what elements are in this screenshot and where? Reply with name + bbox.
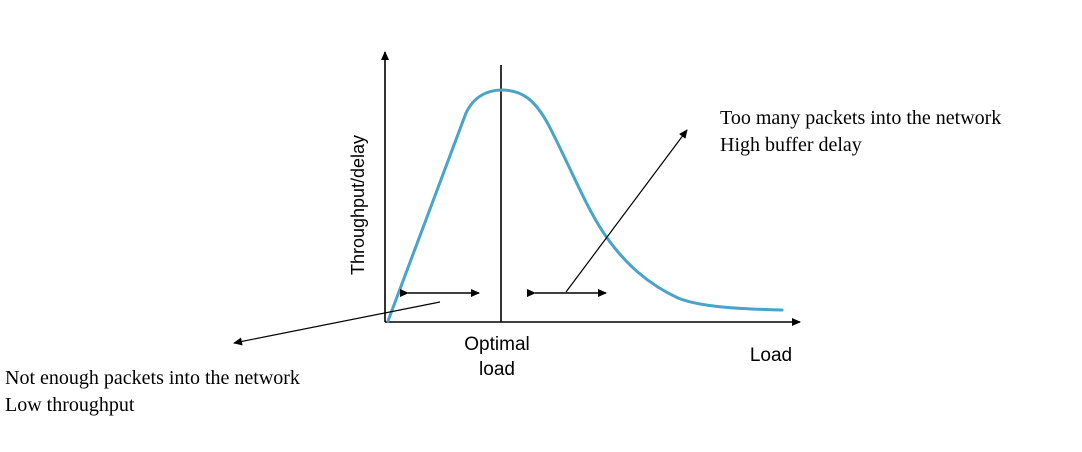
right-annotation-line2: High buffer delay	[720, 134, 862, 156]
left-annotation-line1: Not enough packets into the network	[5, 367, 300, 389]
right-annotation-pointer	[565, 129, 688, 293]
right-annotation-line1: Too many packets into the network	[720, 107, 1001, 129]
left-annotation-pointer	[233, 301, 441, 346]
x-axis-label: Load	[750, 345, 792, 366]
optimal-label-line2: load	[479, 359, 515, 380]
left-annotation-line2: Low throughput	[5, 394, 135, 416]
throughput-curve	[386, 88, 784, 323]
y-axis-label: Throughput/delay	[348, 135, 368, 275]
optimal-label-line1: Optimal	[464, 334, 529, 355]
